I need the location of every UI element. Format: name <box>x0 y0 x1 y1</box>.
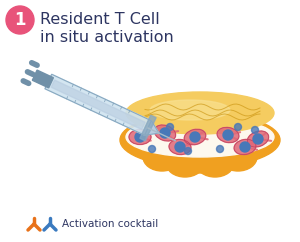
Ellipse shape <box>126 92 274 134</box>
Ellipse shape <box>143 143 181 171</box>
Polygon shape <box>45 74 152 135</box>
Circle shape <box>240 142 250 152</box>
Circle shape <box>160 128 170 138</box>
Ellipse shape <box>196 149 234 177</box>
Text: 1: 1 <box>14 11 26 29</box>
Text: Resident T Cell: Resident T Cell <box>40 12 160 27</box>
Circle shape <box>167 123 173 130</box>
Circle shape <box>184 148 191 154</box>
Polygon shape <box>140 115 156 141</box>
Ellipse shape <box>120 113 280 167</box>
Polygon shape <box>51 80 145 129</box>
Polygon shape <box>145 121 159 135</box>
Circle shape <box>148 145 155 152</box>
Text: in situ activation: in situ activation <box>40 30 174 45</box>
Circle shape <box>223 130 233 140</box>
Ellipse shape <box>219 143 257 171</box>
Circle shape <box>251 127 259 134</box>
Polygon shape <box>32 70 53 88</box>
Circle shape <box>235 123 242 130</box>
Circle shape <box>190 132 200 142</box>
Ellipse shape <box>150 100 230 120</box>
Circle shape <box>175 142 185 152</box>
Circle shape <box>135 132 145 142</box>
Ellipse shape <box>247 131 269 147</box>
Ellipse shape <box>129 129 151 144</box>
Ellipse shape <box>154 125 176 141</box>
Text: Activation cocktail: Activation cocktail <box>62 219 158 229</box>
Ellipse shape <box>169 139 191 155</box>
Ellipse shape <box>166 149 204 177</box>
Circle shape <box>253 134 263 144</box>
Circle shape <box>217 145 224 152</box>
Ellipse shape <box>181 145 219 173</box>
Ellipse shape <box>126 117 274 157</box>
Ellipse shape <box>184 129 206 145</box>
Ellipse shape <box>217 127 239 143</box>
Circle shape <box>6 6 34 34</box>
Ellipse shape <box>234 139 256 155</box>
